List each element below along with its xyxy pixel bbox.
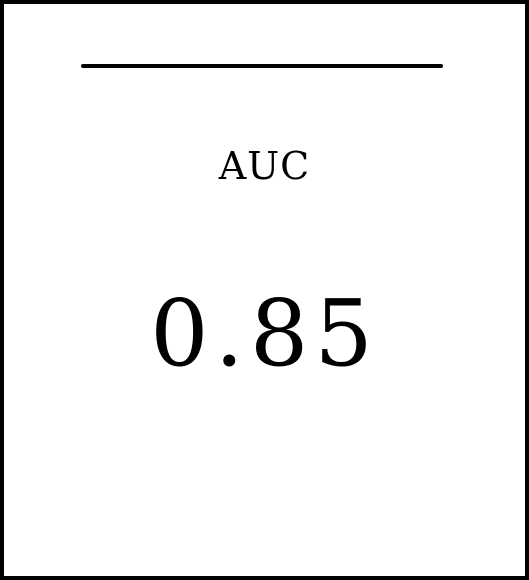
metric-label: AUC (218, 144, 311, 188)
top-rule (81, 64, 443, 68)
metric-value: 0.85 (150, 280, 379, 387)
